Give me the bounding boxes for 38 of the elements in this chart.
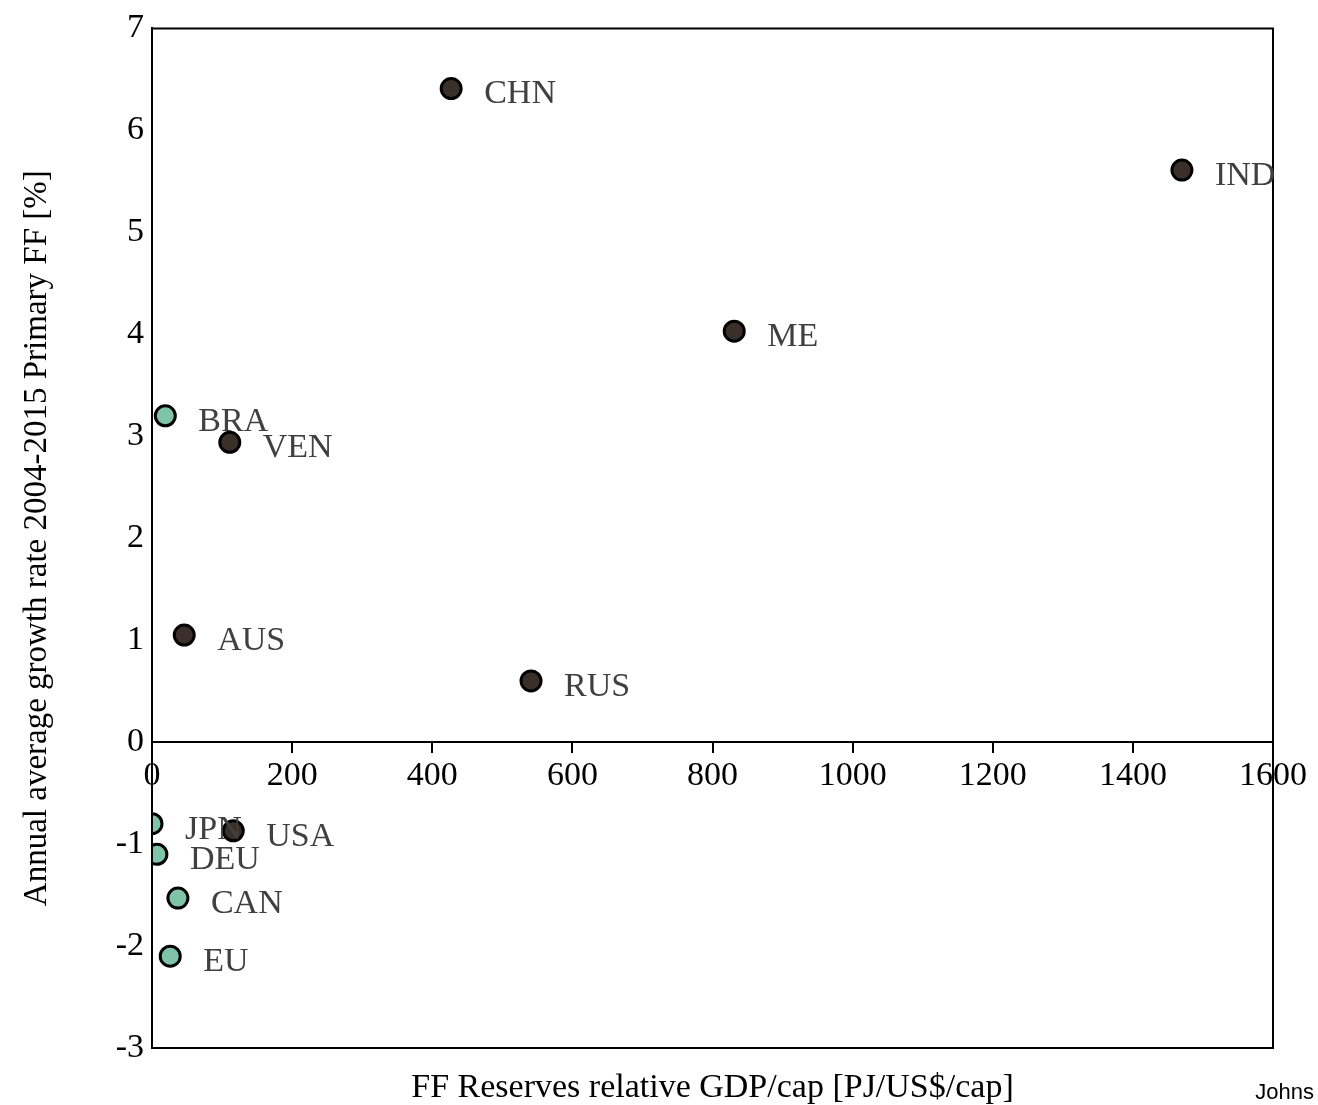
annotation: CHN [484, 73, 556, 111]
y-tick-label: 2 [127, 517, 144, 555]
point [439, 77, 463, 101]
x-tick-label: 1200 [958, 755, 1027, 793]
text: Johns [1255, 1079, 1314, 1105]
y-tick-label: -2 [115, 924, 144, 962]
y-tick-label: 5 [127, 211, 144, 249]
annotation: AUS [217, 619, 286, 657]
point [722, 319, 746, 343]
y-tick-label: 7 [127, 7, 144, 45]
y-tick-label: -3 [115, 1026, 144, 1064]
x-tick-label: 400 [406, 755, 458, 793]
y-tick-label: 1 [127, 619, 144, 657]
y-tick-label: 4 [127, 313, 144, 351]
y-tick-label: 0 [127, 721, 144, 759]
point [158, 944, 182, 968]
annotation: RUS [564, 665, 631, 703]
x-tick-label: 1000 [818, 755, 887, 793]
annotation: EU [203, 941, 249, 979]
annotation: ME [767, 316, 819, 354]
y-axis-title: Annual average growth rate 2004-2015 Primary FF [%] [17, 170, 53, 907]
x-tick-label: 1400 [1098, 755, 1167, 793]
annotation: CAN [210, 883, 283, 921]
x-tick-label: 600 [546, 755, 598, 793]
point [1170, 158, 1194, 182]
x-tick-label: 200 [266, 755, 318, 793]
point [166, 886, 190, 910]
point [519, 669, 543, 693]
x-tick-label: 800 [687, 755, 738, 793]
point [172, 623, 196, 647]
x-axis-title: FF Reserves relative GDP/cap [PJ/US$/cap] [411, 1067, 1014, 1104]
annotation: USA [266, 815, 335, 853]
annotation: DEU [189, 839, 260, 877]
y-tick-label: -1 [115, 823, 144, 860]
point [218, 430, 242, 454]
y-tick-label: 6 [127, 109, 144, 147]
point [153, 404, 177, 428]
y-tick-label: 3 [127, 415, 144, 453]
